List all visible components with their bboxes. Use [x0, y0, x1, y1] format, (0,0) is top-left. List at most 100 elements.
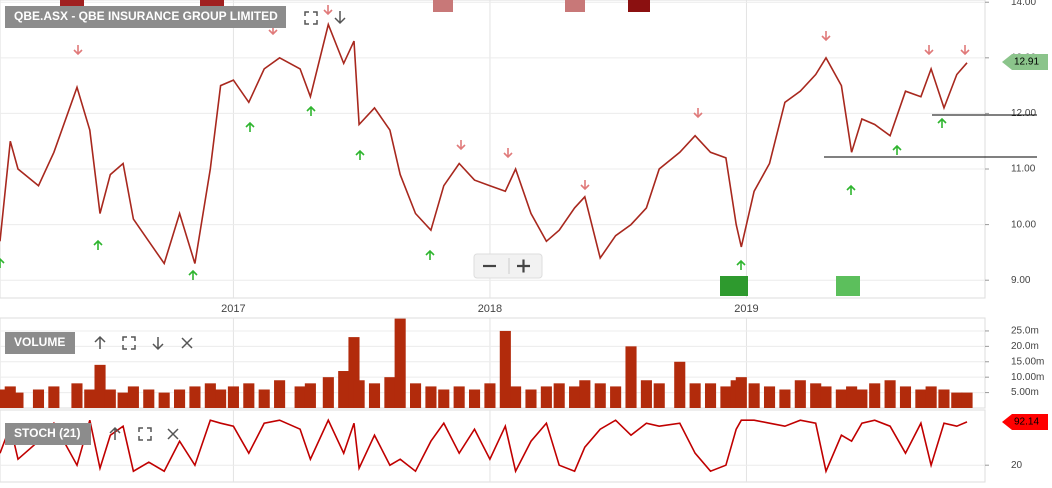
volume-bar — [274, 380, 286, 408]
volume-bar — [84, 389, 96, 408]
y-tick-label: 25.0m — [1011, 326, 1039, 337]
event-badge — [433, 0, 453, 12]
x-tick-label: 2018 — [478, 303, 502, 315]
volume-bar — [720, 386, 732, 408]
volume-bar — [525, 389, 537, 408]
toolbar-icons[interactable] — [304, 11, 346, 25]
volume-bar — [835, 389, 847, 408]
volume-bar — [748, 383, 760, 408]
volume-bar — [215, 389, 227, 408]
volume-bar — [32, 389, 45, 408]
volume-bar — [189, 386, 201, 408]
volume-bar — [640, 380, 652, 408]
volume-bar — [951, 392, 963, 408]
volume-bar — [846, 386, 858, 408]
volume-bar — [689, 383, 701, 408]
volume-bar — [368, 383, 381, 408]
volume-bar — [540, 386, 552, 408]
volume-title: VOLUME — [14, 335, 65, 349]
volume-bar — [12, 392, 24, 408]
volume-bar — [810, 383, 822, 408]
y-tick-label: 10.00m — [1011, 372, 1044, 383]
volume-bar — [510, 386, 522, 408]
volume-icons[interactable] — [94, 335, 193, 351]
volume-bar — [915, 389, 927, 408]
volume-bar — [0, 389, 6, 408]
y-tick-label: 12.00 — [1011, 108, 1036, 119]
volume-bar — [394, 318, 406, 408]
volume-bar — [763, 386, 776, 408]
volume-bar — [625, 346, 637, 408]
volume-bar — [820, 386, 832, 408]
volume-bar — [127, 386, 139, 408]
volume-bar — [884, 380, 896, 408]
volume-bar — [925, 386, 937, 408]
zoom-control[interactable] — [473, 253, 543, 279]
y-tick-label: 20.0m — [1011, 341, 1039, 352]
volume-bar — [453, 386, 465, 408]
volume-bar — [553, 383, 565, 408]
volume-bar — [869, 383, 881, 408]
y-tick-label: 15.00m — [1011, 356, 1044, 367]
x-tick-label: 2017 — [221, 303, 245, 315]
volume-bar — [409, 383, 422, 408]
event-badge — [720, 276, 748, 296]
volume-bar — [674, 361, 686, 408]
volume-bar — [610, 386, 622, 408]
volume-bar — [569, 386, 581, 408]
last-stoch-tag — [1002, 414, 1048, 430]
y-tick-label: 14.00 — [1011, 0, 1036, 8]
last-stoch-label: 92.14 — [1014, 417, 1039, 428]
x-tick-label: 2019 — [734, 303, 758, 315]
last-price-tag — [1002, 54, 1048, 70]
volume-bar — [353, 380, 365, 408]
chart-title: QBE.ASX - QBE INSURANCE GROUP LIMITED — [14, 9, 278, 23]
price-line — [0, 418, 968, 474]
volume-bar — [174, 389, 186, 408]
y-tick-label: 10.00 — [1011, 219, 1036, 230]
event-badge — [565, 0, 585, 12]
stoch-badge — [5, 423, 91, 445]
volume-bar — [594, 383, 606, 408]
y-tick-label: 11.00 — [1011, 164, 1036, 175]
volume-bar — [304, 383, 316, 408]
volume-bar — [348, 337, 360, 408]
volume-bar — [48, 386, 60, 408]
last-price-label: 12.91 — [1014, 57, 1039, 68]
volume-bar — [4, 386, 16, 408]
price-panel — [0, 0, 986, 299]
event-badge — [836, 276, 860, 296]
volume-bar — [294, 386, 306, 408]
volume-bar — [938, 389, 950, 408]
volume-bar — [735, 377, 747, 408]
volume-bar — [579, 380, 591, 408]
volume-bar — [158, 392, 170, 408]
volume-bar — [117, 392, 129, 408]
y-tick-label: 5.00m — [1011, 387, 1039, 398]
volume-bar — [779, 389, 791, 408]
volume-bar — [794, 380, 806, 408]
volume-bar — [425, 386, 437, 408]
volume-bar — [438, 389, 450, 408]
event-badge — [628, 0, 650, 12]
volume-bar — [499, 330, 511, 408]
volume-bar — [322, 377, 334, 408]
zoom-icons[interactable] — [483, 258, 530, 274]
volume-bar — [227, 386, 239, 408]
volume-bar — [653, 383, 665, 408]
volume-bar — [258, 389, 270, 408]
volume-bar — [204, 383, 216, 408]
price-line — [0, 21, 968, 266]
volume-bar — [94, 364, 106, 408]
volume-bar — [704, 383, 717, 408]
volume-bar — [338, 371, 350, 408]
y-tick-label: 9.00 — [1011, 275, 1031, 286]
y-tick-label: 20 — [1011, 460, 1023, 471]
volume-bar — [484, 383, 496, 408]
stoch-icons[interactable] — [109, 426, 179, 441]
title-badge — [5, 6, 286, 28]
volume-bar — [104, 389, 116, 408]
volume-bar — [384, 377, 396, 408]
